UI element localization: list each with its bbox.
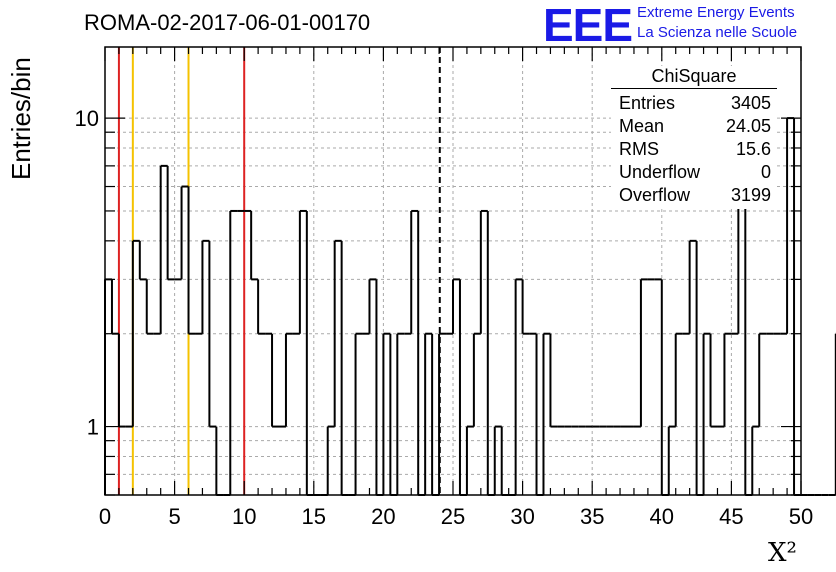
histogram-bin xyxy=(368,278,377,334)
histogram-bin xyxy=(166,165,175,281)
histogram-bin xyxy=(688,239,697,334)
histogram-bin xyxy=(375,279,384,496)
histogram-bin xyxy=(521,279,530,335)
histogram-bin xyxy=(424,332,433,495)
x-tick-label: 20 xyxy=(371,504,395,529)
stats-row-rms: RMS 15.6 xyxy=(619,139,771,161)
stats-key: Entries xyxy=(619,93,676,113)
histogram-bin xyxy=(667,425,676,495)
histogram-bin xyxy=(104,278,112,495)
stats-key: Underflow xyxy=(619,162,701,182)
histogram-bin xyxy=(786,117,795,334)
histogram-bin xyxy=(138,240,147,281)
histogram-bin xyxy=(326,425,335,495)
x-axis-label: X² xyxy=(768,538,797,568)
histogram-bin xyxy=(257,279,266,335)
tick-labels: 0 5 10 15 20 25 30 35 40 45 50 1 10 xyxy=(75,106,814,529)
stats-value: 3199 xyxy=(730,185,771,205)
histogram-bin xyxy=(208,240,217,428)
histogram-bin xyxy=(298,209,307,334)
histogram-bin xyxy=(396,332,405,495)
y-tick-label: 10 xyxy=(75,106,99,131)
x-tick-label: 15 xyxy=(302,504,326,529)
stats-row-underflow: Underflow 0 xyxy=(619,162,771,184)
x-tick-label: 35 xyxy=(580,504,604,529)
histogram-bin xyxy=(465,425,474,495)
axes xyxy=(104,46,802,496)
histogram-bin xyxy=(486,210,495,496)
histogram-bin xyxy=(354,332,363,495)
x-tick-label: 30 xyxy=(510,504,534,529)
stats-box: ChiSquare Entries 3405 Mean 24.05 RMS 15… xyxy=(611,66,777,209)
chart-title: ROMA-02-2017-06-01-00170 xyxy=(84,10,371,35)
histogram-bin xyxy=(500,426,509,496)
histogram-series xyxy=(104,117,836,496)
histogram-bin xyxy=(674,332,683,427)
histogram-bin xyxy=(417,210,426,496)
histogram-bin xyxy=(201,239,210,334)
histogram-bin xyxy=(479,209,488,334)
histogram-bin xyxy=(751,425,760,495)
histogram-bin xyxy=(758,332,767,427)
histogram-bin xyxy=(458,279,467,496)
eee-logo: EEE xyxy=(543,0,633,51)
histogram-bin xyxy=(284,332,293,427)
x-tick-label: 40 xyxy=(650,504,674,529)
x-tick-label: 45 xyxy=(719,504,743,529)
histogram-bin xyxy=(472,332,481,427)
histogram-bin xyxy=(159,164,168,334)
stats-key: Overflow xyxy=(619,185,691,205)
histogram-bin xyxy=(131,239,140,427)
stats-row-mean: Mean 24.05 xyxy=(619,116,771,138)
x-tick-label: 0 xyxy=(99,504,111,529)
y-tick-label: 1 xyxy=(87,415,99,440)
histogram-bin xyxy=(549,333,558,428)
x-tick-label: 25 xyxy=(441,504,465,529)
histogram-bin xyxy=(702,332,711,495)
histogram-bin xyxy=(180,185,189,280)
histogram-bin xyxy=(723,332,732,427)
histogram-bin xyxy=(389,333,398,496)
histogram-bin xyxy=(229,209,238,495)
histogram-bin xyxy=(410,209,419,334)
histogram-bin xyxy=(709,333,718,428)
histogram-bin xyxy=(452,278,460,334)
x-tick-label: 50 xyxy=(789,504,813,529)
histogram-bin xyxy=(438,332,447,495)
stats-value: 15.6 xyxy=(735,139,771,159)
histogram-bin xyxy=(117,333,126,428)
histogram-bin xyxy=(305,210,314,496)
histogram-bin xyxy=(493,425,502,495)
stats-key: RMS xyxy=(619,139,659,159)
histogram-bin xyxy=(535,333,544,496)
histogram-bin xyxy=(639,278,648,427)
histogram-bin xyxy=(250,210,259,281)
histogram-bin xyxy=(110,279,119,335)
histogram-bin xyxy=(145,279,154,335)
histogram-bin xyxy=(333,239,342,427)
histogram-bin xyxy=(660,279,669,496)
logo-line-2: La Scienza nelle Scuole xyxy=(637,24,798,41)
stats-row-entries: Entries 3405 xyxy=(619,93,771,115)
histogram-bin xyxy=(271,333,279,428)
x-tick-label: 5 xyxy=(168,504,180,529)
histogram-bin xyxy=(187,186,196,335)
histogram-bin xyxy=(382,332,391,495)
stats-key: Mean xyxy=(619,116,665,136)
y-axis-label: Entries/bin xyxy=(6,57,36,180)
stats-value: 24.05 xyxy=(725,116,771,136)
stats-title: ChiSquare xyxy=(611,66,777,89)
logo-line-1: Extreme Energy Events xyxy=(637,4,795,21)
histogram-bin xyxy=(431,333,440,496)
stats-row-overflow: Overflow 3199 xyxy=(619,185,771,207)
stats-value: 0 xyxy=(760,162,771,182)
histogram-bin xyxy=(542,332,551,495)
stats-value: 3405 xyxy=(730,93,771,113)
histogram-bin xyxy=(793,118,801,496)
histogram-bin xyxy=(514,278,523,495)
histogram-bin xyxy=(215,426,224,496)
x-tick-label: 10 xyxy=(232,504,256,529)
